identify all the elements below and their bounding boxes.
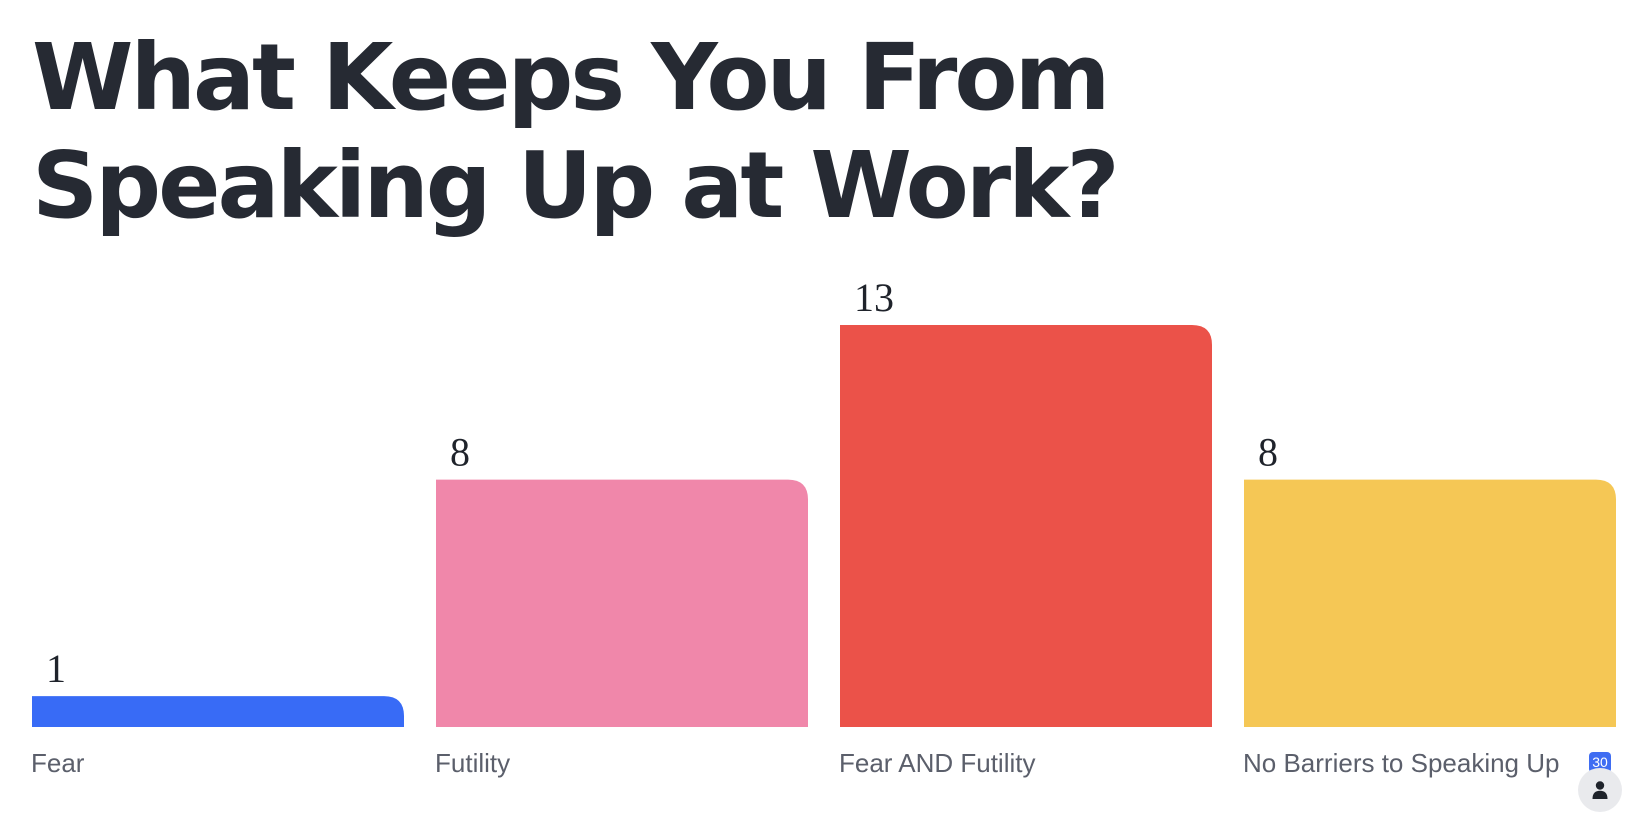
category-label-fear-and-futility: Fear AND Futility	[839, 748, 1036, 778]
bar-fear-and-futility	[840, 325, 1212, 727]
person-icon	[1592, 781, 1608, 799]
value-label-futility: 8	[450, 430, 470, 475]
value-label-fear: 1	[46, 646, 66, 691]
bar-fear	[32, 696, 404, 727]
value-label-no-barriers-to-speaking-up: 8	[1258, 430, 1278, 475]
bar-futility	[436, 479, 808, 727]
category-label-futility: Futility	[435, 748, 510, 778]
bar-no-barriers-to-speaking-up	[1244, 479, 1616, 727]
response-count-badge: 30	[1589, 752, 1611, 773]
category-label-fear: Fear	[31, 748, 85, 778]
participant-button[interactable]	[1578, 768, 1622, 812]
value-label-fear-and-futility: 13	[854, 275, 894, 320]
chart-title: What Keeps You From Speaking Up at Work?	[32, 24, 1120, 239]
category-label-no-barriers-to-speaking-up: No Barriers to Speaking Up	[1243, 748, 1559, 778]
